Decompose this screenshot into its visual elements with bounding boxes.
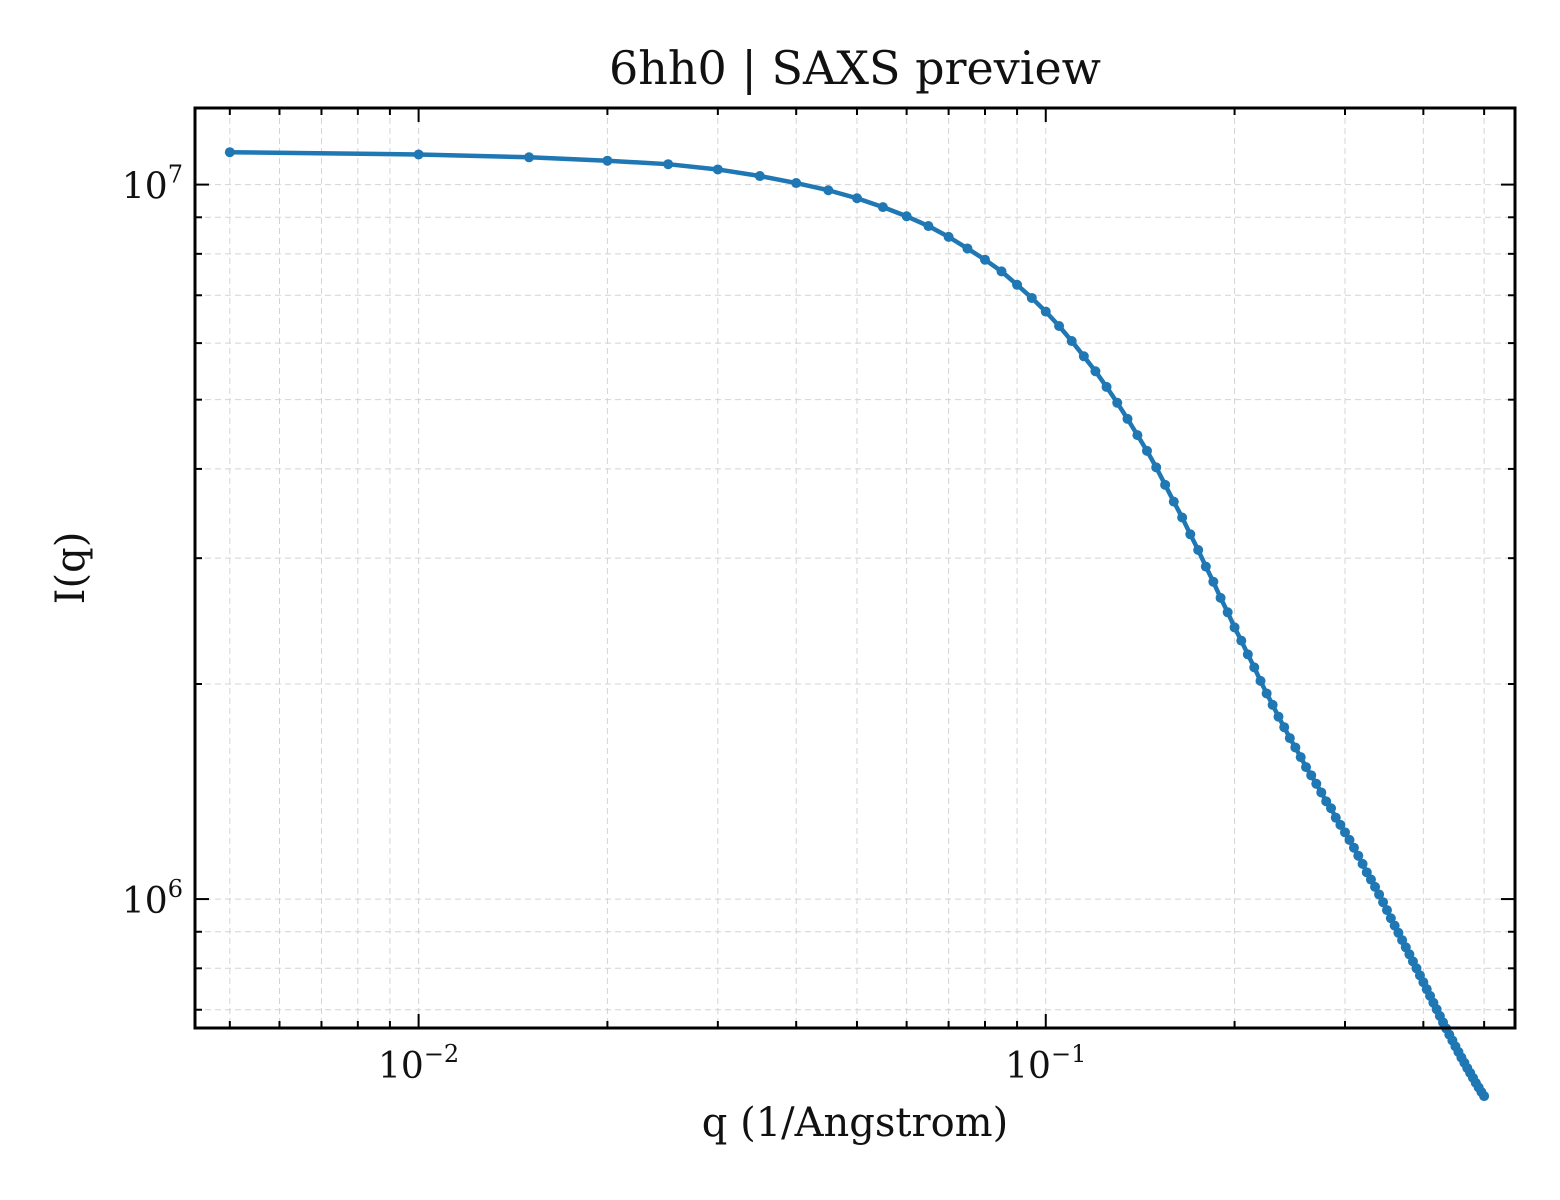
data-point	[1242, 649, 1253, 660]
data-point	[1273, 711, 1284, 722]
data-point	[1290, 742, 1301, 753]
data-point	[1249, 662, 1260, 673]
data-point	[823, 185, 834, 196]
data-point	[1101, 381, 1112, 392]
data-point	[1261, 688, 1272, 699]
data-point	[1378, 897, 1389, 908]
data-point	[1132, 430, 1143, 441]
data-point	[943, 231, 954, 242]
data-point	[1078, 351, 1089, 362]
data-point	[1222, 607, 1233, 618]
y-tick-label: 106	[122, 875, 183, 922]
data-point	[1330, 812, 1341, 823]
data-point	[1479, 1091, 1490, 1102]
data-point	[1326, 803, 1337, 814]
data-point	[1316, 787, 1327, 798]
series-points	[224, 147, 1490, 1102]
plot-frame	[193, 106, 1517, 1030]
x-axis-label: q (1/Angstrom)	[702, 1100, 1008, 1146]
data-point	[1267, 699, 1278, 710]
data-point	[1054, 321, 1065, 331]
data-point	[1160, 479, 1171, 490]
data-point	[1295, 752, 1306, 763]
data-point	[1026, 292, 1037, 303]
data-point	[1370, 881, 1381, 892]
data-point	[754, 171, 765, 182]
data-point	[877, 202, 888, 213]
data-point	[979, 254, 990, 265]
chart-title: 6hh0 | SAXS preview	[609, 41, 1101, 95]
data-point	[996, 266, 1007, 277]
x-tick-label: 10−2	[378, 1040, 459, 1087]
data-point	[1066, 336, 1077, 347]
data-point	[224, 147, 235, 158]
data-point	[1306, 770, 1317, 781]
data-point	[1168, 496, 1179, 507]
data-point	[1284, 733, 1295, 744]
data-point	[1040, 306, 1051, 317]
data-point	[1122, 413, 1133, 424]
data-point	[923, 221, 934, 232]
data-point	[1311, 778, 1322, 789]
data-point	[1374, 889, 1385, 900]
data-point	[1255, 675, 1266, 686]
data-point	[1348, 842, 1359, 853]
data-point	[1301, 762, 1312, 773]
data-point	[1112, 397, 1123, 408]
data-point	[1141, 445, 1152, 456]
data-point	[1012, 279, 1023, 290]
data-point	[1177, 512, 1188, 523]
data-point	[1279, 722, 1290, 733]
data-point	[602, 155, 613, 166]
x-tick-label: 10−1	[1005, 1040, 1086, 1087]
y-axis-label: I(q)	[48, 532, 94, 605]
data-point	[663, 159, 674, 170]
data-point	[901, 211, 912, 222]
y-tick-label: 107	[122, 161, 183, 208]
data-point	[1215, 592, 1226, 603]
data-point	[1385, 913, 1396, 924]
data-point	[1335, 819, 1346, 830]
data-point	[1090, 366, 1101, 377]
data-point	[1185, 529, 1196, 540]
data-point	[1236, 635, 1247, 646]
data-point	[962, 243, 973, 254]
data-point	[1200, 561, 1211, 572]
data-point	[1193, 545, 1204, 556]
data-point	[1381, 905, 1392, 916]
data-point	[413, 149, 424, 160]
data-point	[524, 152, 535, 163]
tick-labels: 10−2 10−1 106 107	[122, 161, 1086, 1087]
data-point	[1151, 462, 1162, 473]
data-point	[1357, 858, 1368, 869]
data-point	[1340, 827, 1350, 838]
data-point	[712, 164, 723, 175]
data-point	[1365, 874, 1376, 885]
data-point	[1229, 622, 1240, 633]
data-point	[1353, 850, 1364, 861]
data-point	[851, 193, 862, 204]
data-point	[1344, 834, 1355, 845]
data-point	[1208, 576, 1219, 587]
data-point	[791, 178, 802, 189]
